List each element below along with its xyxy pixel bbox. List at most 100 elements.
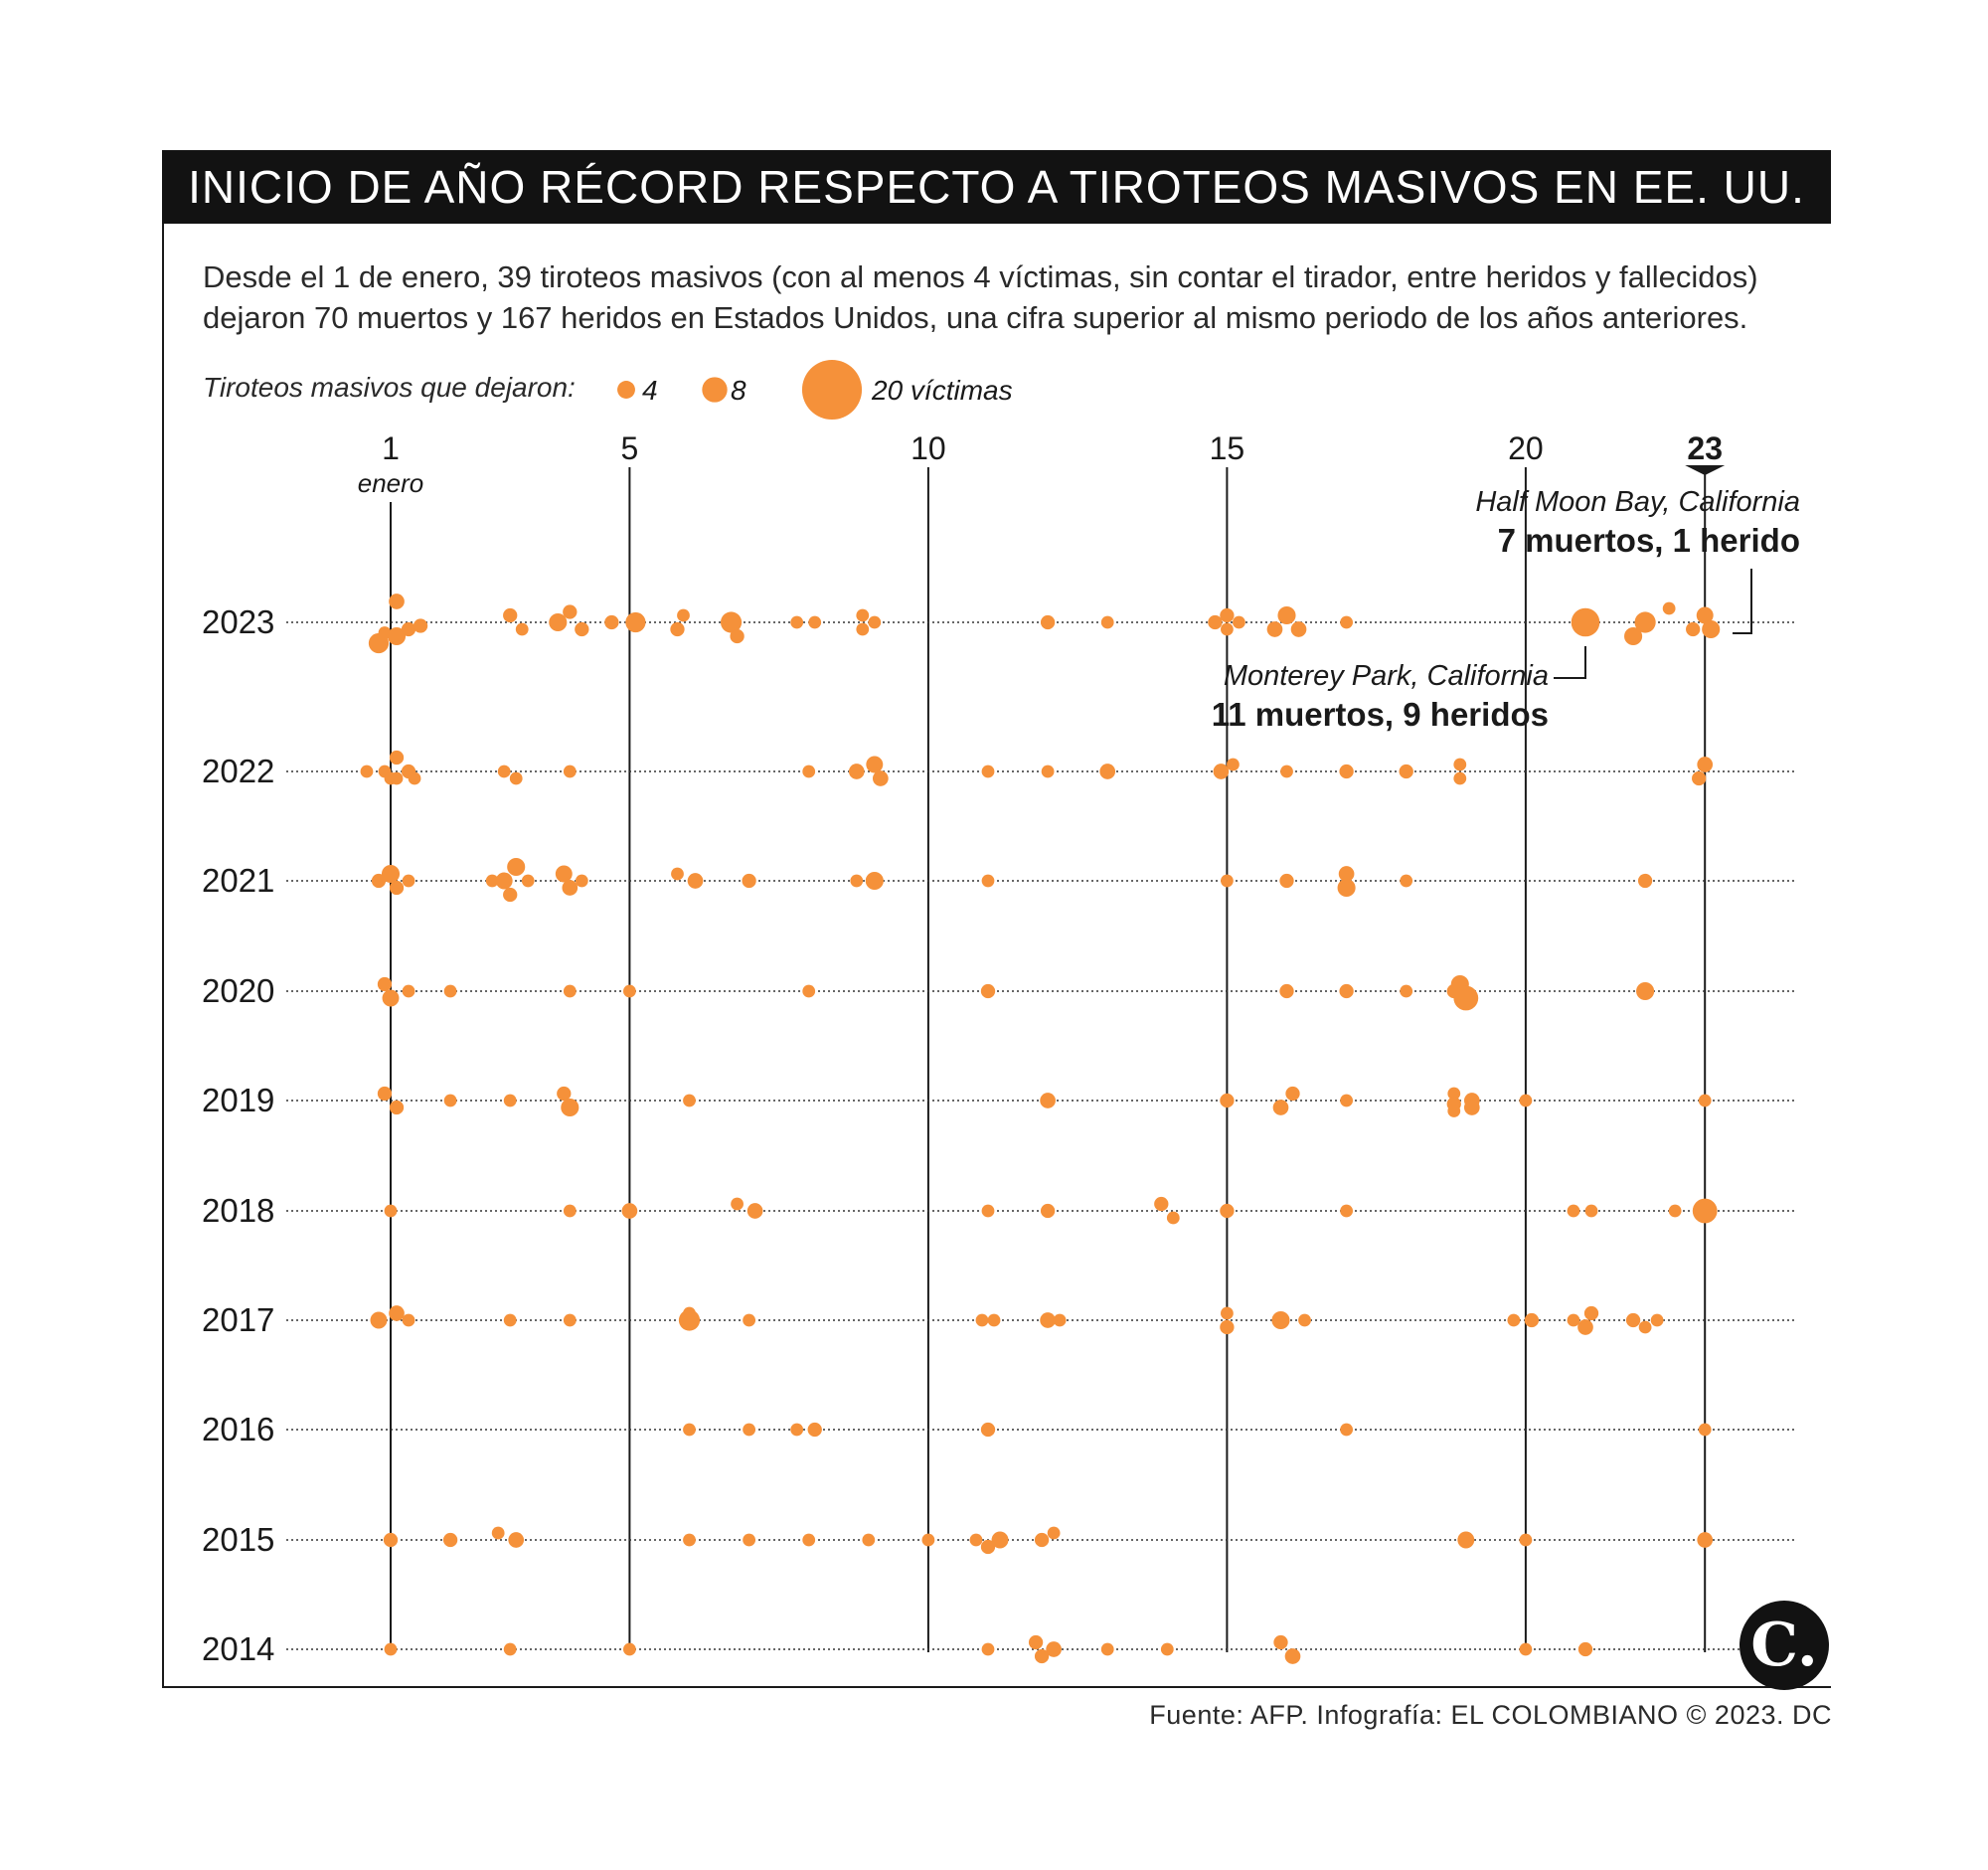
data-point [623, 984, 636, 998]
data-point [1100, 1642, 1114, 1656]
y-tick-label: 2016 [202, 1411, 274, 1447]
data-point [1053, 1313, 1067, 1327]
data-point [382, 989, 400, 1007]
data-point [677, 608, 690, 622]
data-point [1279, 983, 1294, 999]
data-point [507, 857, 526, 877]
data-point [1277, 605, 1296, 625]
data-point [389, 750, 405, 765]
legend-bubble [801, 359, 863, 421]
data-point [1100, 615, 1114, 629]
data-point [1399, 764, 1413, 779]
data-point [981, 874, 995, 888]
data-point [1221, 1306, 1234, 1320]
legend-entry: 8 [731, 375, 746, 406]
data-point [1227, 758, 1240, 771]
data-point [1279, 873, 1294, 889]
subtitle: Desde el 1 de enero, 39 tiroteos masivos… [203, 256, 1813, 338]
data-point [683, 1423, 696, 1437]
x-tick-label: 10 [911, 430, 946, 466]
data-point [1697, 757, 1714, 772]
data-point [1702, 619, 1721, 639]
x-tick-label: 1 [382, 430, 400, 466]
data-point [575, 621, 589, 637]
data-point [1584, 1204, 1598, 1218]
data-point [521, 874, 535, 888]
data-point [1339, 983, 1354, 999]
data-point [981, 765, 995, 778]
data-point [1583, 1305, 1599, 1321]
data-point [1686, 621, 1701, 637]
data-point [981, 1204, 995, 1218]
legend-bubble [702, 377, 728, 403]
data-point [720, 611, 743, 633]
y-tick-label: 2015 [202, 1521, 274, 1558]
data-point [384, 1204, 398, 1218]
data-point [1041, 765, 1055, 778]
data-point [742, 873, 756, 889]
annotation-place: Half Moon Bay, California [1475, 486, 1800, 518]
x-tick-label: 15 [1210, 430, 1245, 466]
data-point [807, 1422, 822, 1438]
data-point [746, 1203, 763, 1219]
x-tick-label: 23 [1687, 430, 1723, 466]
data-point [497, 765, 511, 778]
data-point [509, 771, 523, 785]
data-point [381, 864, 401, 884]
data-point [1692, 1198, 1718, 1224]
data-point [862, 1533, 876, 1547]
data-point [563, 984, 577, 998]
data-point [515, 622, 529, 636]
subtitle-line: Desde el 1 de enero, 39 tiroteos masivos… [203, 259, 1758, 294]
data-point [389, 1100, 405, 1115]
legend-label: Tiroteos masivos que dejaron: [203, 372, 576, 403]
data-point [1625, 1312, 1641, 1328]
data-point [1400, 874, 1413, 888]
data-point [575, 874, 588, 888]
data-point [1567, 1204, 1580, 1218]
data-point [969, 1533, 983, 1547]
data-point [1524, 1312, 1540, 1328]
data-point [625, 611, 646, 633]
data-point [555, 865, 573, 883]
data-point [1637, 873, 1653, 889]
data-point [987, 1313, 1001, 1327]
legend-entry: 4 [642, 375, 658, 406]
data-point [872, 770, 889, 786]
data-point [563, 1204, 577, 1218]
data-point [604, 614, 619, 630]
data-point [623, 1642, 636, 1656]
data-point [1154, 1196, 1169, 1212]
data-point [1034, 1648, 1050, 1664]
data-point [980, 983, 996, 999]
data-point [1340, 1204, 1353, 1218]
data-point [731, 1197, 744, 1211]
data-point [384, 1642, 398, 1656]
data-point [549, 612, 568, 632]
data-point [1519, 1094, 1533, 1107]
data-point [442, 1532, 458, 1548]
data-point [1340, 615, 1353, 629]
data-point [991, 1531, 1009, 1549]
data-point [503, 887, 518, 903]
data-point [1463, 1100, 1480, 1115]
data-point [1507, 1313, 1521, 1327]
data-point [856, 608, 870, 622]
data-point [503, 1642, 517, 1656]
x-tick-label: 20 [1508, 430, 1544, 466]
data-point [1662, 601, 1676, 615]
data-point [1220, 1203, 1235, 1219]
data-point [508, 1532, 525, 1548]
data-point [802, 1533, 816, 1547]
data-point [1220, 607, 1235, 623]
y-tick-label: 2019 [202, 1082, 274, 1118]
data-point [1280, 765, 1293, 778]
annotation-leader [1733, 569, 1752, 634]
data-point [790, 1423, 804, 1437]
data-point [808, 615, 822, 629]
data-point [1220, 1093, 1235, 1108]
data-point [1650, 1313, 1664, 1327]
data-point [1047, 1526, 1061, 1540]
y-tick-label: 2017 [202, 1301, 274, 1338]
